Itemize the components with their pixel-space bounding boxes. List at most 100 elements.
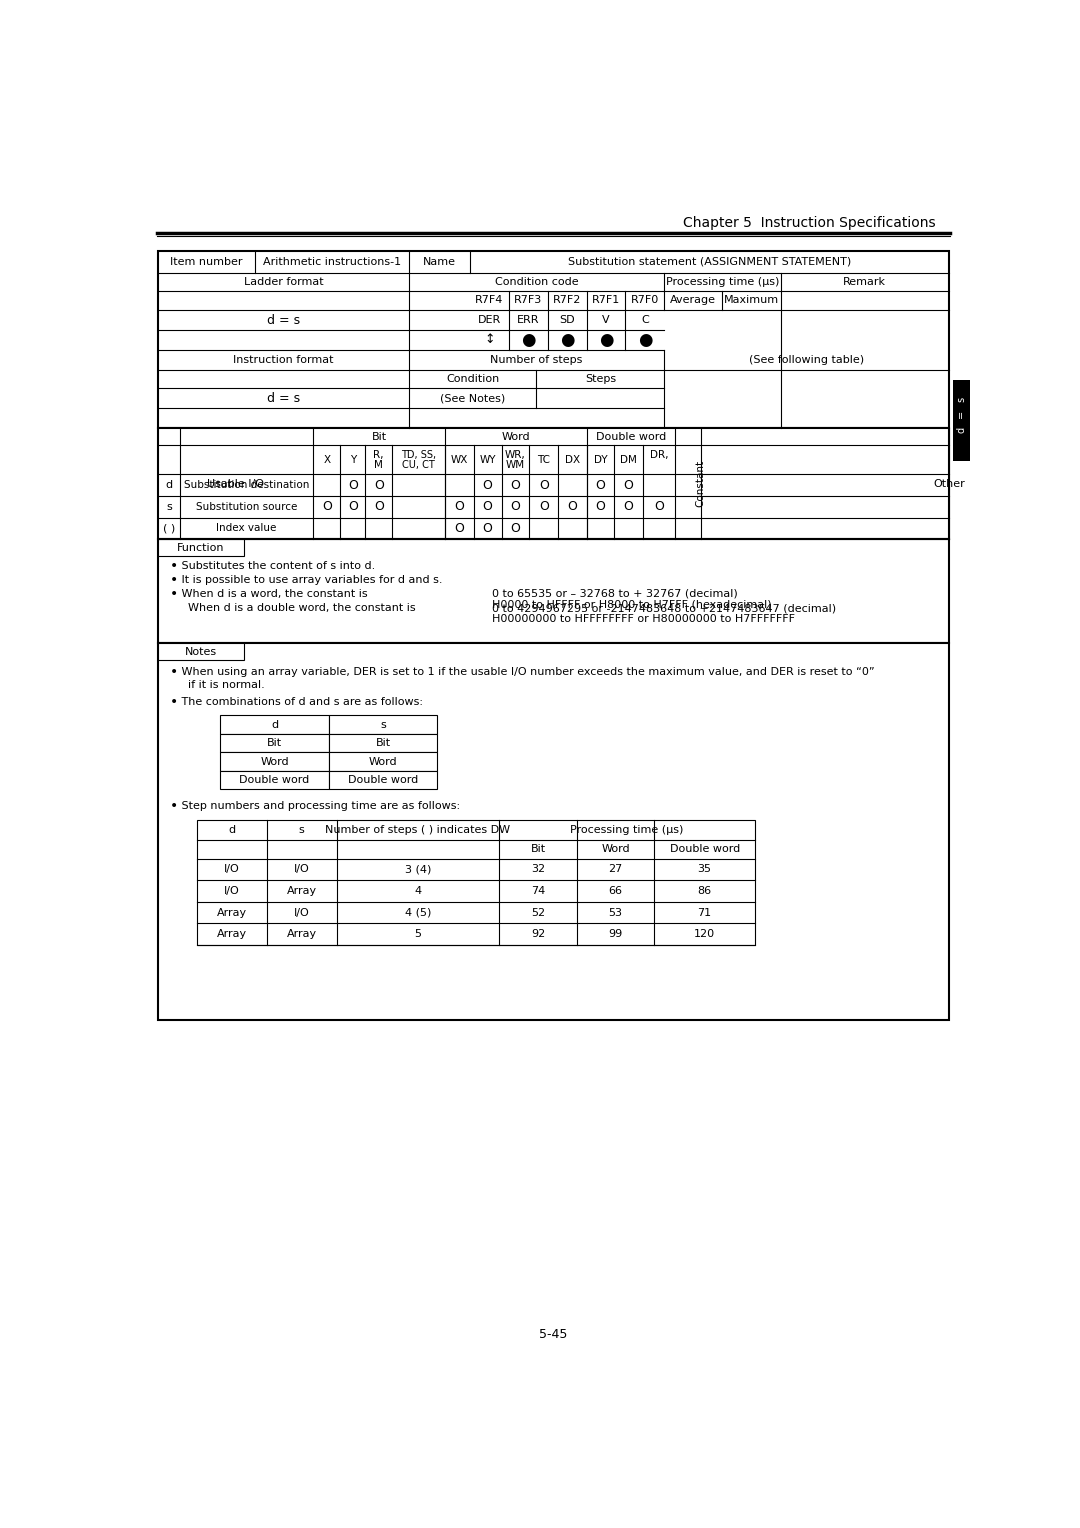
Text: =: = [956,411,967,419]
Text: (See following table): (See following table) [748,354,864,365]
Text: TC: TC [538,455,551,465]
Text: 27: 27 [608,865,623,874]
Text: ●: ● [598,330,613,348]
Text: Notes: Notes [185,646,217,657]
Text: H00000000 to HFFFFFFFF or H80000000 to H7FFFFFFF: H00000000 to HFFFFFFFF or H80000000 to H… [491,614,795,623]
Text: O: O [624,478,634,492]
Bar [220,715,328,733]
Text: d = s: d = s [267,313,300,327]
Text: •: • [170,573,178,587]
Text: O: O [374,500,383,513]
Bar [953,380,970,460]
Text: ( ): ( ) [163,523,175,533]
Text: Substitution statement (ASSIGNMENT STATEMENT): Substitution statement (ASSIGNMENT STATE… [568,257,851,267]
Text: O: O [483,500,492,513]
Text: 5: 5 [415,929,421,940]
Text: ●: ● [521,330,536,348]
Text: 71: 71 [698,908,712,917]
Text: Substitution destination: Substitution destination [184,480,309,490]
Text: Chapter 5  Instruction Specifications: Chapter 5 Instruction Specifications [683,217,935,231]
Text: d: d [271,720,278,730]
Text: O: O [348,478,357,492]
Text: O: O [511,523,521,535]
Text: 35: 35 [698,865,712,874]
Bar [328,715,437,733]
Text: Condition: Condition [446,374,499,384]
Text: Bit: Bit [530,845,545,854]
Text: Number of steps: Number of steps [490,354,582,365]
Text: O: O [483,523,492,535]
Text: d = s: d = s [267,393,300,405]
Text: •: • [170,587,178,601]
Text: ↕: ↕ [484,333,495,347]
Text: Word: Word [501,432,530,442]
Bar [328,770,437,790]
Text: Usable I/O: Usable I/O [207,478,265,489]
Text: 86: 86 [698,886,712,895]
Text: I/O: I/O [294,908,310,917]
Text: O: O [539,478,549,492]
Text: Remark: Remark [843,277,887,287]
Text: C: C [642,315,649,324]
Text: SD: SD [559,315,575,324]
Text: d: d [228,825,235,836]
Text: TD, SS,: TD, SS, [401,449,436,460]
Text: O: O [539,500,549,513]
Bar [159,251,948,428]
Text: Other: Other [933,478,964,489]
Text: •: • [170,665,178,680]
Text: Number of steps ( ) indicates DW: Number of steps ( ) indicates DW [325,825,511,836]
Text: O: O [348,500,357,513]
Text: Processing time (μs): Processing time (μs) [570,825,684,836]
Text: DM: DM [620,455,637,465]
Text: Function: Function [177,542,225,553]
Text: 4: 4 [415,886,421,895]
Text: Average: Average [671,295,716,306]
Text: O: O [511,500,521,513]
Text: WX: WX [450,455,468,465]
Bar [159,643,948,1021]
Text: s: s [380,720,386,730]
Text: R7F2: R7F2 [553,295,581,306]
Text: 120: 120 [694,929,715,940]
Bar [159,539,243,556]
Text: s: s [956,396,967,402]
Text: Double word: Double word [240,775,310,785]
Text: It is possible to use array variables for d and s.: It is possible to use array variables fo… [177,575,442,585]
Text: s: s [166,501,172,512]
Text: ●: ● [637,330,652,348]
Text: Arithmetic instructions-1: Arithmetic instructions-1 [262,257,401,267]
Text: ERR: ERR [517,315,539,324]
Text: DX: DX [565,455,580,465]
Bar [197,821,755,944]
Text: R7F0: R7F0 [631,295,659,306]
Text: R7F3: R7F3 [514,295,542,306]
Text: O: O [374,478,383,492]
Text: 74: 74 [531,886,545,895]
Text: Double word: Double word [348,775,418,785]
Bar [328,733,437,752]
Text: Y: Y [350,455,356,465]
Text: 52: 52 [531,908,545,917]
Text: H0000 to HFFFF or H8000 to H7FFF (hexadecimal): H0000 to HFFFF or H8000 to H7FFF (hexade… [491,599,771,610]
Bar [328,752,437,770]
Text: R7F1: R7F1 [592,295,620,306]
Bar [159,428,948,539]
Text: CU, CT: CU, CT [402,460,435,469]
Bar [159,539,948,643]
Text: Bit: Bit [267,738,282,749]
Text: O: O [483,478,492,492]
Text: I/O: I/O [294,865,310,874]
Text: 3 (4): 3 (4) [405,865,431,874]
Text: When using an array variable, DER is set to 1 if the usable I/O number exceeds t: When using an array variable, DER is set… [177,668,874,677]
Text: O: O [624,500,634,513]
Text: Substitutes the content of s into d.: Substitutes the content of s into d. [177,561,375,571]
Text: •: • [170,559,178,573]
Text: Array: Array [217,929,247,940]
Text: I/O: I/O [224,865,240,874]
Text: Substitution source: Substitution source [195,501,297,512]
Text: if it is normal.: if it is normal. [188,680,265,689]
Text: •: • [170,799,178,813]
Text: O: O [595,478,605,492]
Bar [159,643,243,660]
